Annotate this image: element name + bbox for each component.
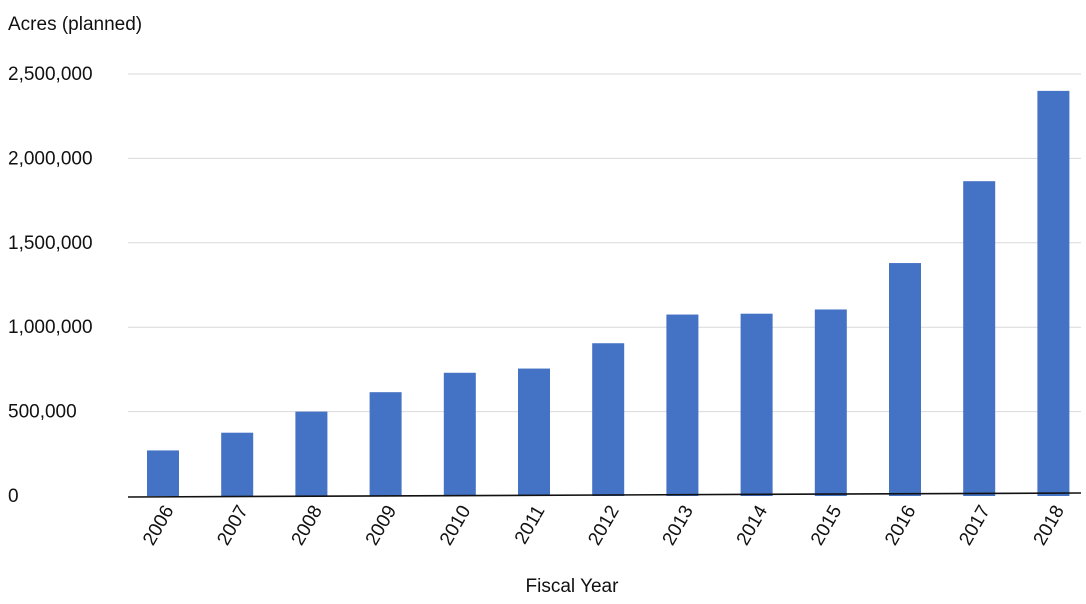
x-axis-ticks: 2006 2007 2008 2009 2010 2011 2012 2013 2014 2015… xyxy=(139,502,1069,549)
bar-2015 xyxy=(814,309,847,496)
x-tick-label: 2017 xyxy=(955,502,994,549)
y-tick-label: 1,500,000 xyxy=(8,233,93,254)
gridlines xyxy=(128,73,1081,413)
x-tick-label: 2010 xyxy=(436,502,475,549)
y-tick-label: 2,500,000 xyxy=(8,64,93,85)
x-tick-label: 2009 xyxy=(362,502,401,549)
x-tick-label: 2015 xyxy=(807,502,846,549)
bar-2006 xyxy=(147,450,179,496)
bar-2016 xyxy=(889,263,921,496)
x-tick-label: 2014 xyxy=(733,502,773,549)
x-axis-title: Fiscal Year xyxy=(526,576,620,597)
y-tick-label: 0 xyxy=(8,486,19,507)
bar-2012 xyxy=(592,343,625,496)
bar-2009 xyxy=(369,392,402,496)
x-tick-label: 2013 xyxy=(659,502,698,549)
x-tick-label: 2012 xyxy=(584,502,623,549)
bar-2017 xyxy=(963,181,996,497)
bar-2010 xyxy=(443,372,476,496)
bar-2018 xyxy=(1037,90,1070,496)
bar-2013 xyxy=(666,314,699,496)
y-axis-ticks: 0 500,000 1,000,000 1,500,000 2,000,000 2,500… xyxy=(8,64,93,507)
bar-2007 xyxy=(221,432,254,496)
y-tick-label: 1,000,000 xyxy=(8,317,93,338)
bar-2008 xyxy=(295,411,328,496)
x-tick-label: 2018 xyxy=(1030,502,1069,549)
bars xyxy=(147,90,1070,497)
y-axis-title: Acres (planned) xyxy=(8,14,142,35)
x-tick-label: 2007 xyxy=(213,502,252,549)
x-tick-label: 2008 xyxy=(288,502,327,549)
x-axis-line xyxy=(127,492,1082,498)
x-tick-label: 2006 xyxy=(139,502,178,549)
bar-2011 xyxy=(518,368,550,496)
x-tick-label: 2011 xyxy=(511,502,550,548)
bar-2014 xyxy=(740,313,773,496)
x-tick-label: 2016 xyxy=(881,502,920,549)
y-tick-label: 2,000,000 xyxy=(8,148,93,169)
y-tick-label: 500,000 xyxy=(8,402,77,423)
